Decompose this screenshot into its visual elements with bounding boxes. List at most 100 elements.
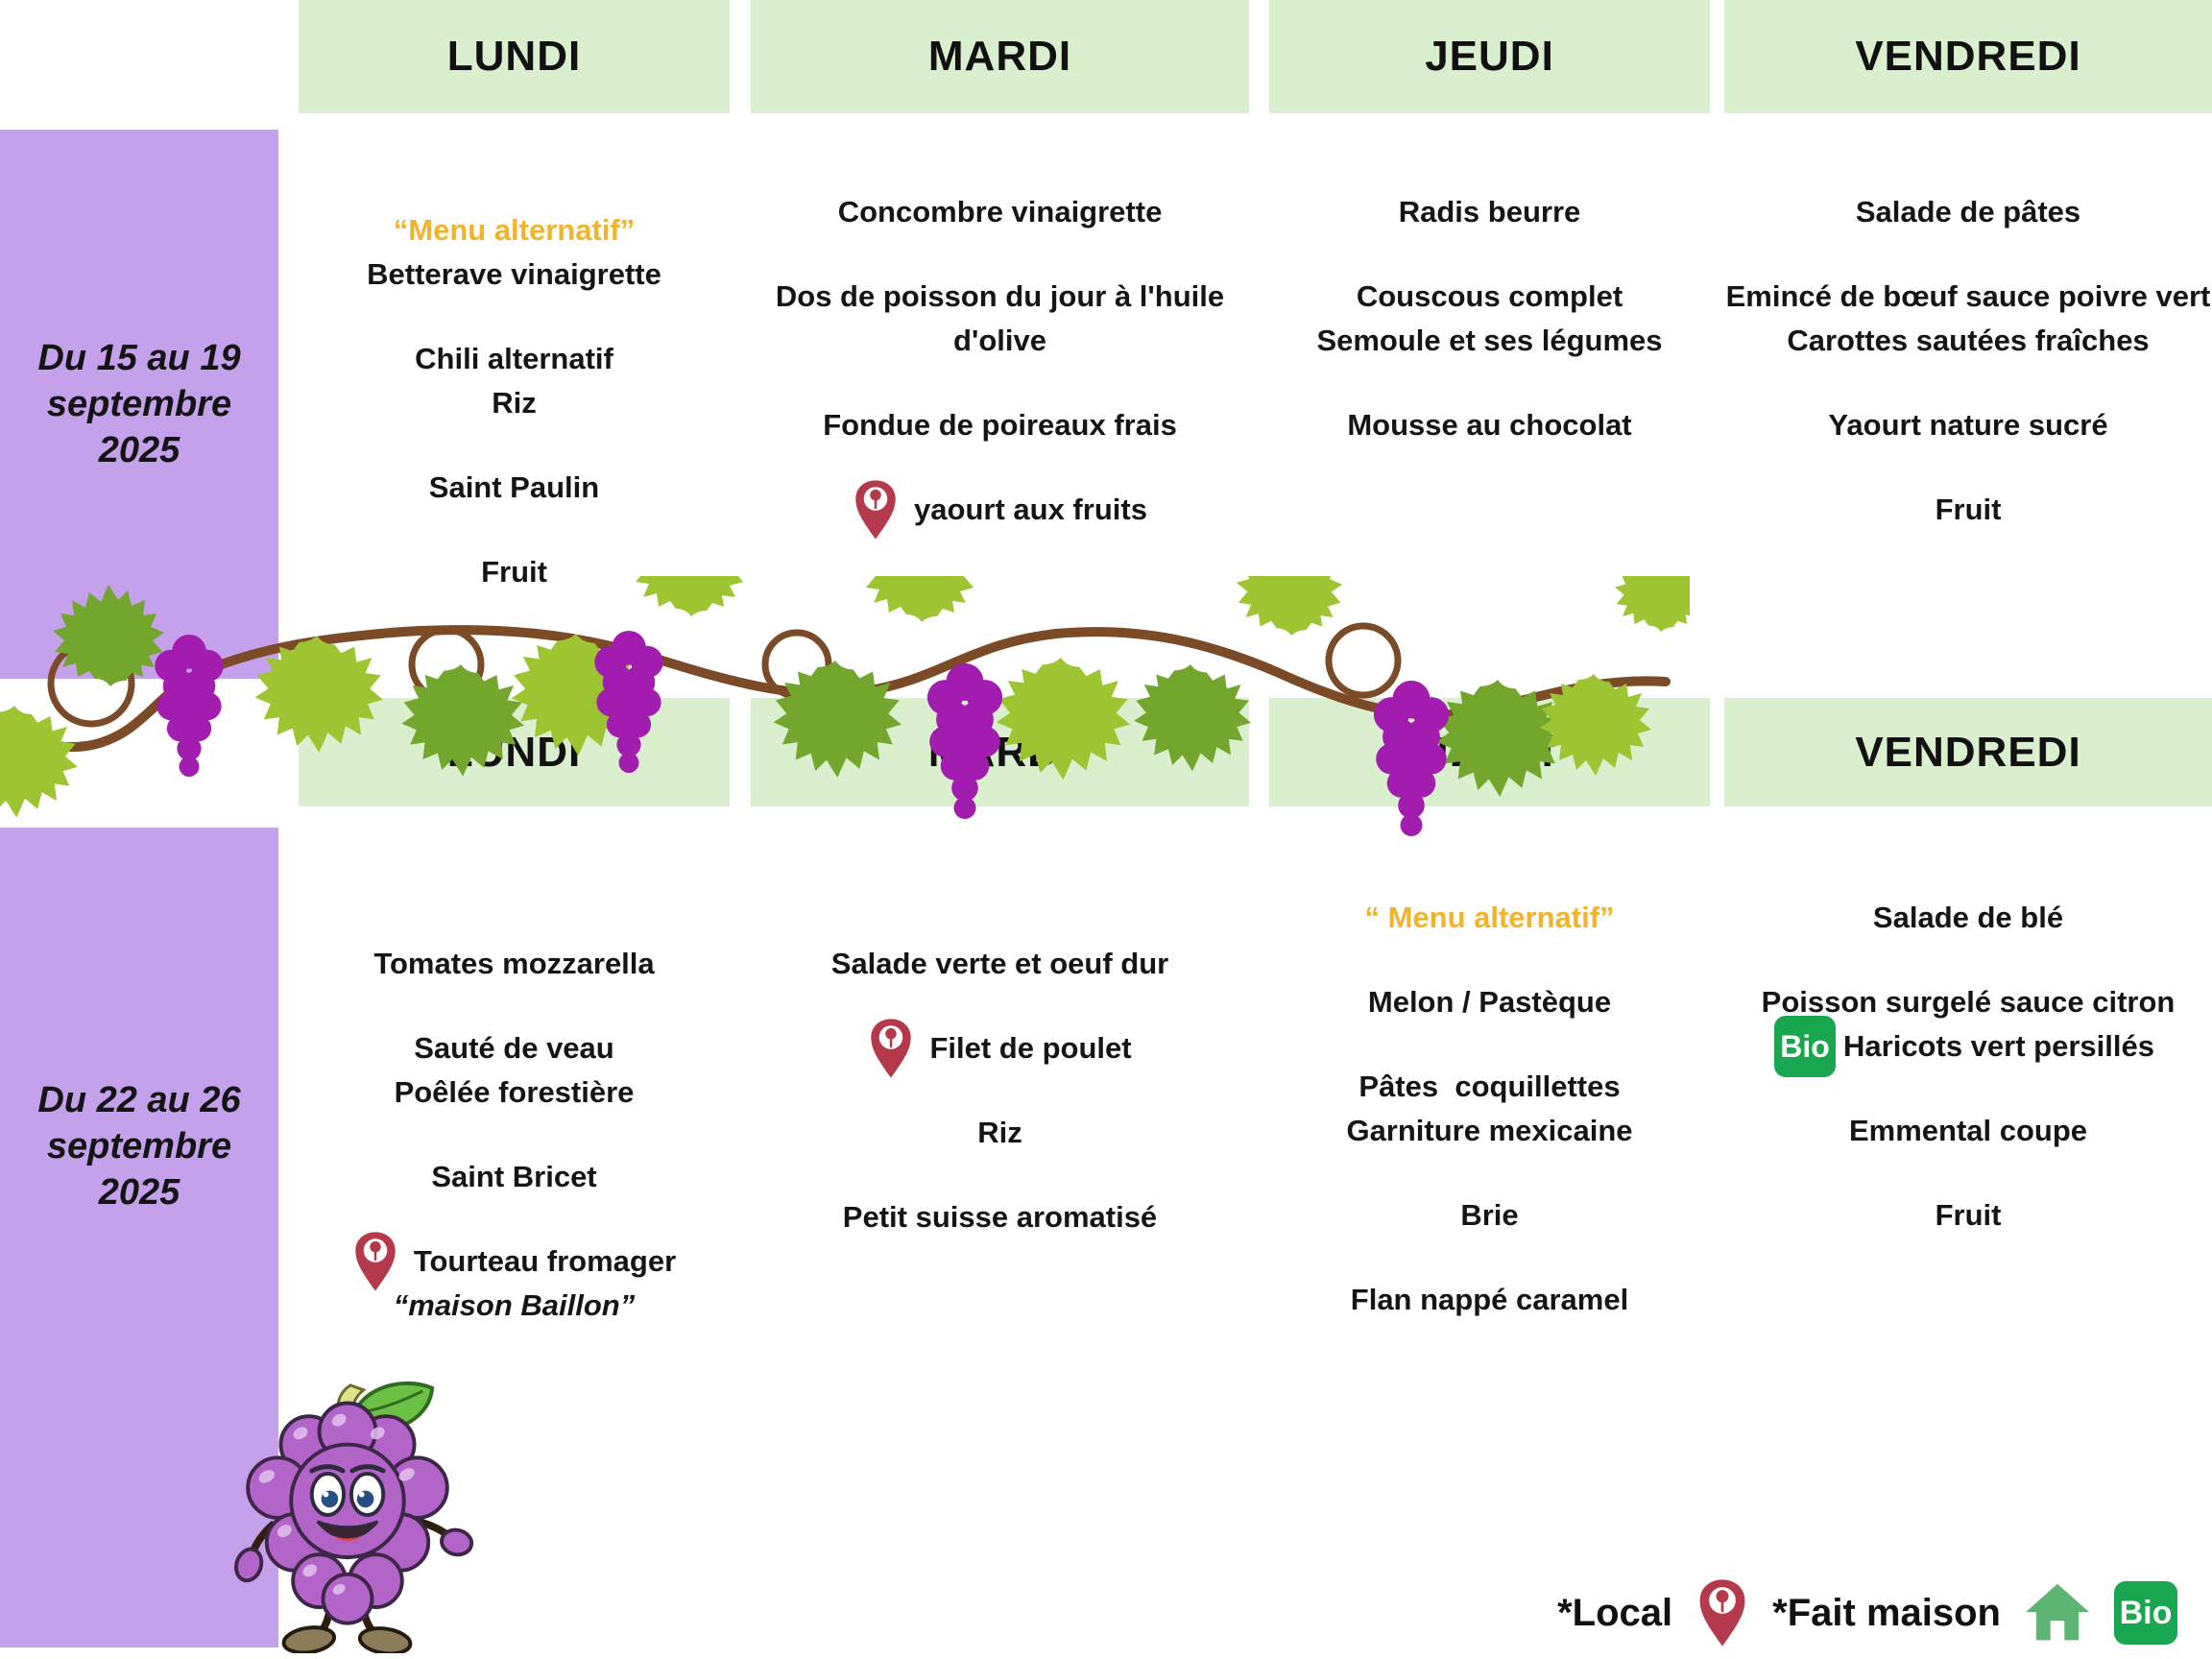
bio-badge: Bio xyxy=(1774,1016,1837,1077)
menu-item: Petit suisse aromatisé xyxy=(751,1195,1249,1239)
menu-item: Flan nappé caramel xyxy=(1269,1278,1710,1322)
legend-bio-badge: Bio xyxy=(2114,1581,2177,1645)
dish-text: Couscous complet xyxy=(1356,279,1623,313)
day-header-lundi-week2: LUNDI xyxy=(299,698,730,806)
menu-item: Melon / Pastèque xyxy=(1269,980,1710,1024)
day-header-vendredi-week1: VENDREDI xyxy=(1724,0,2212,113)
legend: *Local *Fait maison Bio xyxy=(1557,1565,2177,1659)
menu-item: Radis beurre xyxy=(1269,190,1710,234)
dish-text: Riz xyxy=(492,386,537,420)
menu-item: Poêlée forestière xyxy=(299,1070,730,1115)
dish-text: Tourteau fromager xyxy=(413,1244,677,1278)
dish-text: Haricots vert persillés xyxy=(1843,1029,2154,1063)
menu-item: Riz xyxy=(751,1111,1249,1155)
menu-item: Betterave vinaigrette xyxy=(299,252,730,297)
menu-item: Fruit xyxy=(299,550,730,594)
menu-item: Fruit xyxy=(1724,1193,2212,1238)
dish-text: “ Menu alternatif” xyxy=(1364,901,1615,934)
dish-text: Fruit xyxy=(1935,1198,2002,1232)
menu-item: Emincé de bœuf sauce poivre vert xyxy=(1724,275,2212,319)
menu-cell-week1-vendredi: Salade de pâtes Emincé de bœuf sauce poiv… xyxy=(1724,130,2212,682)
menu-item: Dos de poisson du jour à l'huile d'olive xyxy=(751,275,1249,363)
menu-item: Saint Paulin xyxy=(299,466,730,510)
menu-item: “ Menu alternatif” xyxy=(1269,896,1710,940)
dish-text: Fondue de poireaux frais xyxy=(823,408,1177,442)
menu-item: Chili alternatif xyxy=(299,337,730,381)
menu-item: Brie xyxy=(1269,1193,1710,1238)
legend-local-label: *Local xyxy=(1557,1591,1673,1634)
menu-item: Garniture mexicaine xyxy=(1269,1109,1710,1153)
menu-item: Emmental coupe xyxy=(1724,1109,2212,1153)
week1-label: Du 15 au 19 septembre 2025 xyxy=(37,338,241,470)
day-header-jeudi-week1: JEUDI xyxy=(1269,0,1710,113)
menu-item: Salade de blé xyxy=(1724,896,2212,940)
dish-text: Petit suisse aromatisé xyxy=(842,1200,1158,1234)
dish-text: Betterave vinaigrette xyxy=(367,257,661,291)
menu-item: “maison Baillon” xyxy=(299,1284,730,1328)
local-pin-icon xyxy=(868,1019,914,1078)
dish-text: Poisson surgelé sauce citron xyxy=(1761,985,2176,1019)
menu-item: Yaourt nature sucré xyxy=(1724,403,2212,447)
menu-item: Pâtes coquillettes xyxy=(1269,1065,1710,1109)
dish-text: Filet de poulet xyxy=(929,1031,1132,1065)
dish-text: Salade de pâtes xyxy=(1855,195,2081,228)
day-header-mardi-week1: MARDI xyxy=(751,0,1249,113)
dish-text: Pâtes coquillettes xyxy=(1358,1070,1621,1103)
dish-text: Emincé de bœuf sauce poivre vert xyxy=(1725,279,2211,313)
dish-text: Flan nappé caramel xyxy=(1350,1283,1629,1316)
dish-text: “maison Baillon” xyxy=(393,1288,636,1322)
local-pin-icon xyxy=(853,480,899,540)
dish-text: Tomates mozzarella xyxy=(373,947,655,980)
menu-item: Riz xyxy=(299,381,730,425)
menu-item: Fruit xyxy=(1724,488,2212,532)
dish-text: Chili alternatif xyxy=(415,342,613,375)
bio-badge-icon: Bio xyxy=(1774,1016,1837,1077)
dish-text: yaourt aux fruits xyxy=(914,493,1147,526)
dish-text: Semoule et ses légumes xyxy=(1316,324,1663,357)
menu-item: Poisson surgelé sauce citron xyxy=(1724,980,2212,1024)
house-icon xyxy=(2026,1583,2089,1641)
menu-item: Tomates mozzarella xyxy=(299,942,730,986)
menu-item: Salade de pâtes xyxy=(1724,190,2212,234)
dish-text: Saint Bricet xyxy=(431,1160,597,1193)
dish-text: Carottes sautées fraîches xyxy=(1787,324,2150,357)
menu-item: Mousse au chocolat xyxy=(1269,403,1710,447)
menu-item: yaourt aux fruits xyxy=(751,480,1249,540)
menu-cell-week2-mardi: Salade verte et oeuf dur Filet de poulet… xyxy=(751,828,1249,1394)
menu-item: Saint Bricet xyxy=(299,1155,730,1199)
week2-label: Du 22 au 26 septembre 2025 xyxy=(37,1080,241,1213)
dish-text: Salade verte et oeuf dur xyxy=(830,947,1169,980)
menu-cell-week1-jeudi: Radis beurre Couscous complet Semoule et s… xyxy=(1269,130,1710,682)
dish-text: Sauté de veau xyxy=(414,1031,614,1065)
dish-text: Brie xyxy=(1460,1198,1519,1232)
menu-cell-week1-lundi: “Menu alternatif” Betterave vinaigrette Ch… xyxy=(299,130,730,682)
dish-text: Emmental coupe xyxy=(1848,1114,2088,1147)
day-header-mardi-week2: MARDI xyxy=(751,698,1249,806)
dish-text: Dos de poisson du jour à l'huile d'olive xyxy=(775,279,1233,357)
local-pin-icon xyxy=(352,1232,398,1291)
menu-item: Sauté de veau xyxy=(299,1026,730,1070)
legend-fait-maison-label: *Fait maison xyxy=(1772,1591,2001,1634)
dish-text: Poêlée forestière xyxy=(394,1075,635,1109)
dish-text: Mousse au chocolat xyxy=(1347,408,1632,442)
menu-item: Fondue de poireaux frais xyxy=(751,403,1249,447)
local-pin-icon xyxy=(1699,1579,1745,1647)
dish-text: “Menu alternatif” xyxy=(393,213,636,247)
day-header-lundi-week1: LUNDI xyxy=(299,0,730,113)
menu-cell-week1-mardi: Concombre vinaigrette Dos de poisson du j… xyxy=(751,130,1249,682)
menu-item: Semoule et ses légumes xyxy=(1269,319,1710,363)
menu-item: Salade verte et oeuf dur xyxy=(751,942,1249,986)
menu-item: Concombre vinaigrette xyxy=(751,190,1249,234)
dish-text: Riz xyxy=(977,1116,1022,1149)
week1-label-box: Du 15 au 19 septembre 2025 xyxy=(0,130,278,679)
menu-item: Bio Haricots vert persillés xyxy=(1724,1016,2212,1077)
menu-cell-week2-lundi: Tomates mozzarella Sauté de veau Poêlée fo… xyxy=(299,828,730,1394)
menu-cell-week2-jeudi: “ Menu alternatif” Melon / Pastèque Pâtes … xyxy=(1269,828,1710,1394)
dish-text: Salade de blé xyxy=(1872,901,2064,934)
menu-item: Couscous complet xyxy=(1269,275,1710,319)
menu-item: Tourteau fromager xyxy=(299,1232,730,1291)
dish-text: Yaourt nature sucré xyxy=(1828,408,2108,442)
day-header-jeudi-week2: JEUDI xyxy=(1269,698,1710,806)
dish-text: Radis beurre xyxy=(1398,195,1581,228)
